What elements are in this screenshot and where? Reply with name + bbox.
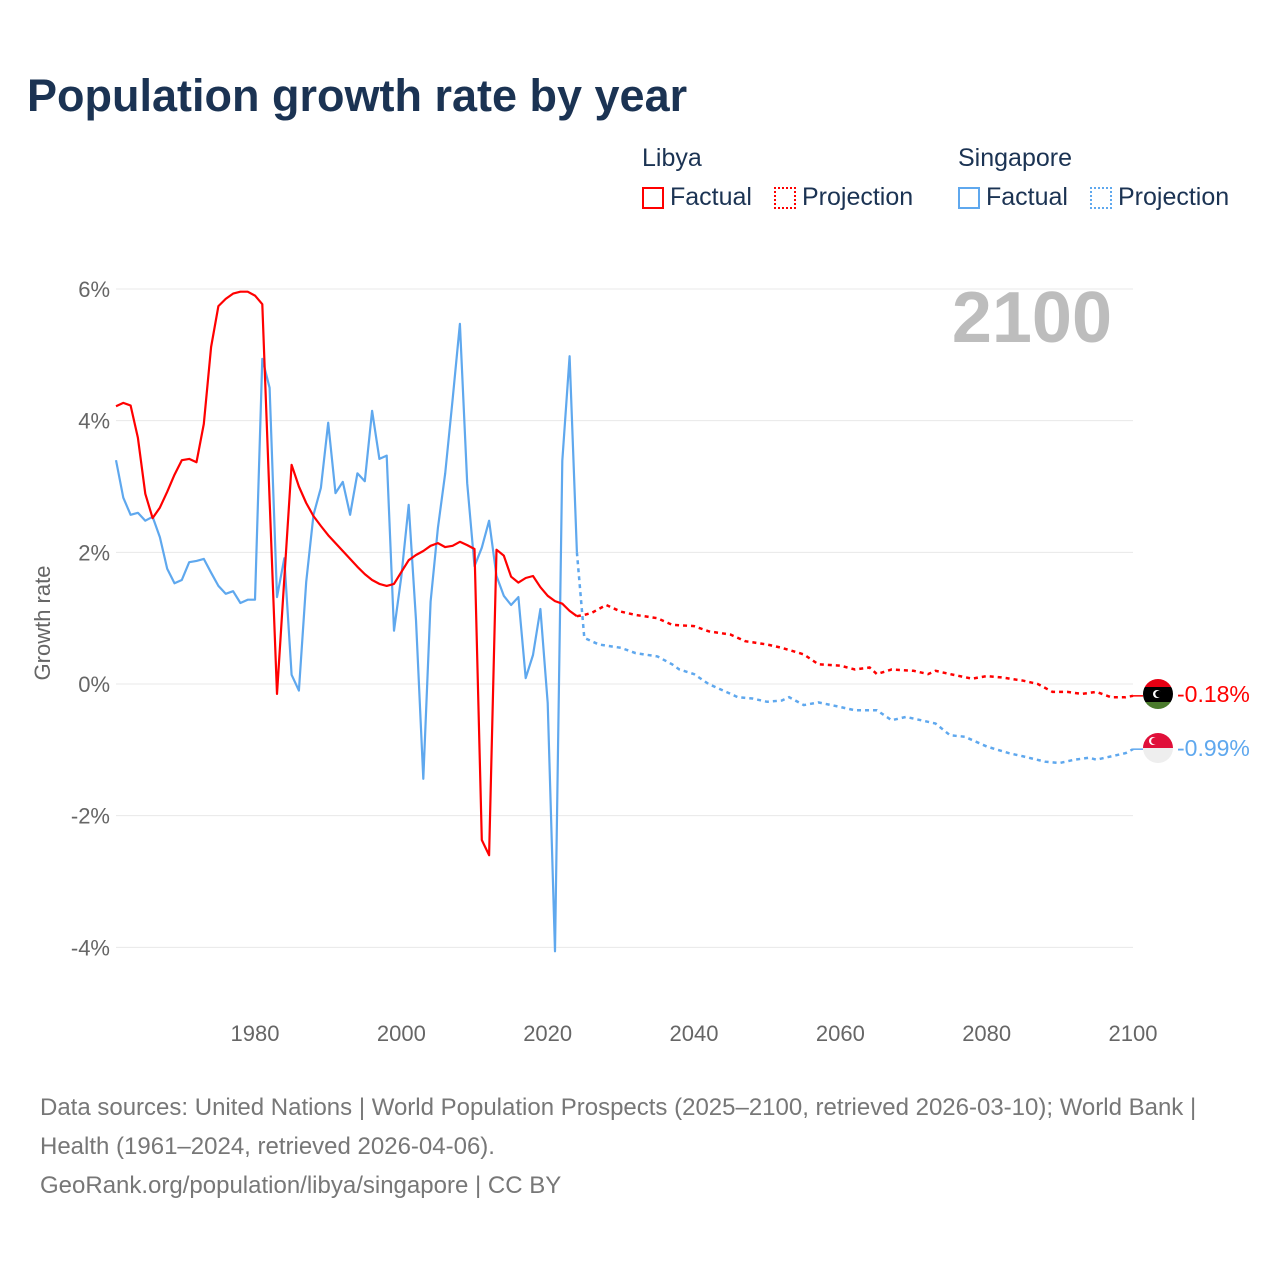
year-overlay: 2100	[952, 278, 1112, 358]
legend-label: Factual	[986, 183, 1068, 211]
singapore-end-label: -0.99%	[1177, 735, 1250, 761]
singapore-projection-line	[575, 552, 1134, 765]
legend-swatch	[958, 186, 980, 209]
legend-libya-projection[interactable]: Projection	[773, 183, 914, 212]
libya-factual-line	[115, 290, 578, 857]
chart-plot: 6% 4% 2% 0% -2% -4% 1980 2000 2020 2040 2060 2080 21…	[30, 277, 1250, 1046]
libya-end-label: -0.18%	[1177, 681, 1250, 707]
chart-title: Population growth rate by year	[27, 70, 688, 121]
x-tick-label: 2060	[816, 1021, 865, 1046]
x-tick-label: 2100	[1109, 1021, 1158, 1046]
legend-singapore: Singapore Factual Projection	[958, 144, 1229, 212]
legend-swatch	[642, 186, 664, 209]
credit-link[interactable]: GeoRank.org/population/libya/singapore |…	[40, 1172, 562, 1199]
legend-libya: Libya Factual Projection	[642, 144, 931, 212]
legend-label: Factual	[670, 183, 752, 211]
y-tick-label: 0%	[78, 672, 110, 697]
y-tick-label: -2%	[71, 804, 110, 829]
data-sources: Data sources: United Nations | World Pop…	[40, 1094, 1197, 1160]
x-tick-label: 2080	[962, 1021, 1011, 1046]
x-tick-label: 2000	[377, 1021, 426, 1046]
libya-projection-line	[576, 603, 1134, 699]
x-tick-label: 2020	[523, 1021, 572, 1046]
singapore-flag-icon	[1143, 733, 1173, 763]
legend-swatch	[773, 186, 796, 209]
legend-label: Projection	[801, 183, 914, 211]
legend-group-name: Libya	[642, 144, 702, 172]
y-tick-label: -4%	[71, 935, 110, 960]
footer: Data sources: United Nations | World Pop…	[40, 1088, 1240, 1205]
x-tick-label: 2040	[670, 1021, 719, 1046]
legend-singapore-projection[interactable]: Projection	[1089, 183, 1230, 212]
legend-libya-factual[interactable]: Factual	[642, 183, 752, 212]
legend-singapore-factual[interactable]: Factual	[958, 183, 1068, 212]
legend-label: Projection	[1117, 183, 1230, 211]
legend-swatch	[1089, 186, 1112, 209]
libya-flag-icon	[1143, 679, 1173, 709]
y-tick-label: 4%	[78, 409, 110, 434]
legend-group-name: Singapore	[958, 144, 1072, 172]
x-tick-label: 1980	[231, 1021, 280, 1046]
singapore-factual-line	[114, 322, 578, 953]
y-axis-label: Growth rate	[30, 566, 55, 681]
y-tick-label: 2%	[78, 540, 110, 565]
y-tick-label: 6%	[78, 277, 110, 302]
